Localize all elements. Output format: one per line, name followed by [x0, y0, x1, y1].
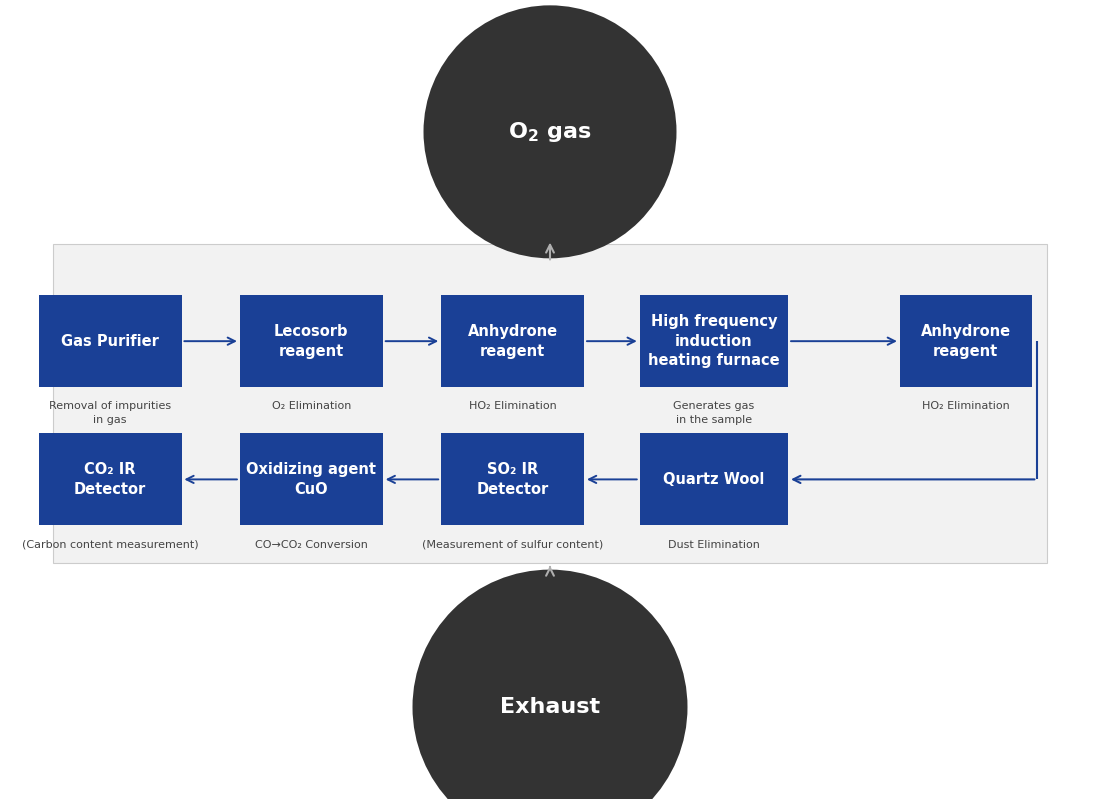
Text: Generates gas
in the sample: Generates gas in the sample — [673, 402, 755, 425]
Text: Quartz Wool: Quartz Wool — [663, 472, 764, 487]
Text: Lecosorb
reagent: Lecosorb reagent — [274, 324, 349, 359]
Text: Anhydrone
reagent: Anhydrone reagent — [468, 324, 558, 359]
FancyBboxPatch shape — [53, 244, 1047, 563]
Text: $\mathregular{O_2}$ gas: $\mathregular{O_2}$ gas — [508, 120, 592, 144]
FancyBboxPatch shape — [441, 433, 584, 526]
Text: Oxidizing agent
CuO: Oxidizing agent CuO — [246, 462, 376, 497]
Text: Gas Purifier: Gas Purifier — [62, 334, 158, 348]
Ellipse shape — [412, 570, 688, 799]
FancyBboxPatch shape — [441, 296, 584, 388]
FancyBboxPatch shape — [39, 296, 182, 388]
Text: High frequency
induction
heating furnace: High frequency induction heating furnace — [648, 314, 780, 368]
Text: (Carbon content measurement): (Carbon content measurement) — [22, 540, 198, 550]
FancyBboxPatch shape — [900, 296, 1032, 388]
Text: CO→CO₂ Conversion: CO→CO₂ Conversion — [255, 540, 367, 550]
Text: Removal of impurities
in gas: Removal of impurities in gas — [48, 402, 172, 425]
Text: SO₂ IR
Detector: SO₂ IR Detector — [476, 462, 549, 497]
Ellipse shape — [424, 6, 676, 258]
Text: HO₂ Elimination: HO₂ Elimination — [922, 402, 1010, 411]
Text: CO₂ IR
Detector: CO₂ IR Detector — [74, 462, 146, 497]
FancyBboxPatch shape — [240, 296, 383, 388]
FancyBboxPatch shape — [640, 433, 788, 526]
Text: HO₂ Elimination: HO₂ Elimination — [469, 402, 557, 411]
Text: Dust Elimination: Dust Elimination — [668, 540, 760, 550]
Text: Exhaust: Exhaust — [499, 697, 601, 718]
Text: (Measurement of sulfur content): (Measurement of sulfur content) — [422, 540, 603, 550]
FancyBboxPatch shape — [640, 296, 788, 388]
FancyBboxPatch shape — [39, 433, 182, 526]
FancyBboxPatch shape — [240, 433, 383, 526]
Text: Anhydrone
reagent: Anhydrone reagent — [921, 324, 1011, 359]
Text: O₂ Elimination: O₂ Elimination — [272, 402, 351, 411]
